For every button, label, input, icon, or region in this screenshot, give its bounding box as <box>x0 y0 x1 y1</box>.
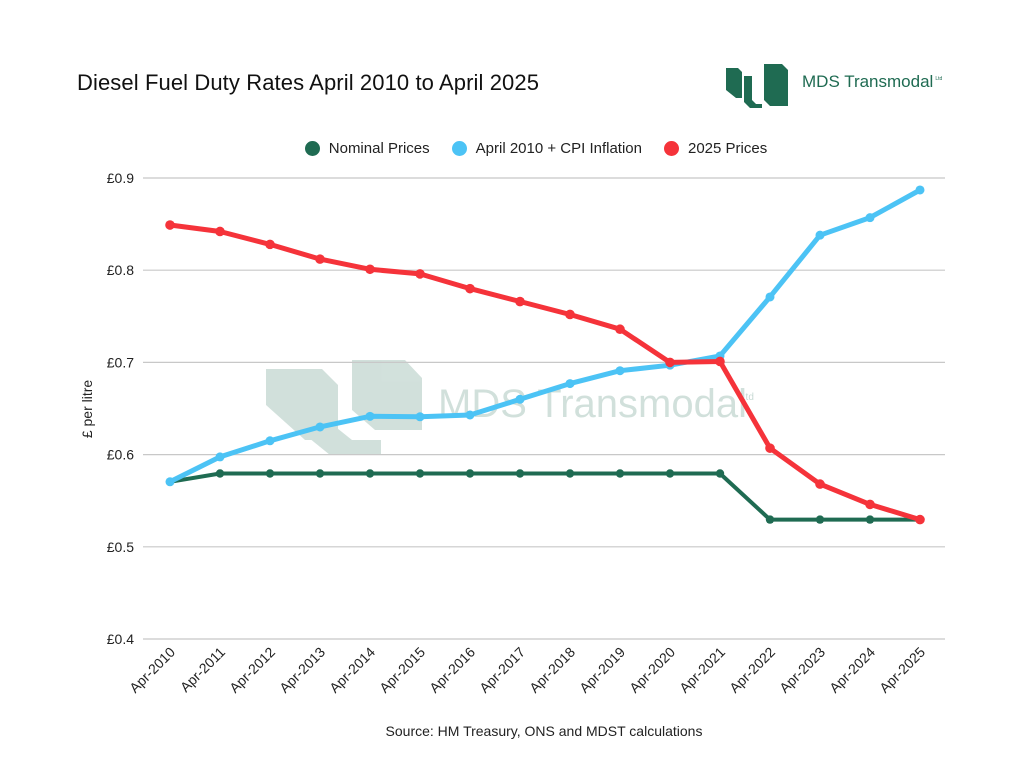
y-tick-label: £0.4 <box>107 631 134 647</box>
data-point-cpi[interactable] <box>915 185 925 195</box>
data-point-prices2025[interactable] <box>915 514 925 525</box>
data-point-nominal[interactable] <box>815 515 825 524</box>
y-tick-label: £0.5 <box>107 539 134 555</box>
data-point-cpi[interactable] <box>565 379 575 389</box>
data-point-prices2025[interactable] <box>615 324 625 335</box>
legend-label-nominal: Nominal Prices <box>328 140 430 157</box>
watermark: MDS Transmodal Ltd <box>266 360 754 455</box>
data-point-nominal[interactable] <box>365 469 375 478</box>
logo-text: MDS Transmodal Ltd <box>802 72 943 91</box>
data-point-cpi[interactable] <box>215 452 225 462</box>
data-point-nominal[interactable] <box>315 469 325 478</box>
legend-label-cpi: April 2010 + CPI Inflation <box>475 140 642 157</box>
data-point-prices2025[interactable] <box>865 499 875 510</box>
gridlines <box>143 177 945 640</box>
data-point-nominal[interactable] <box>765 515 775 524</box>
x-tick-label: Apr-2022 <box>726 644 778 696</box>
x-tick-label: Apr-2010 <box>126 644 178 696</box>
x-tick-label: Apr-2015 <box>376 644 428 696</box>
data-point-cpi[interactable] <box>765 292 775 302</box>
series-prices2025 <box>165 220 925 525</box>
data-point-nominal[interactable] <box>215 469 225 478</box>
legend-marker-2025-prices <box>664 141 679 156</box>
data-point-nominal[interactable] <box>515 469 525 478</box>
chart-title: Diesel Fuel Duty Rates April 2010 to Apr… <box>77 70 540 95</box>
data-point-nominal[interactable] <box>665 469 675 478</box>
data-point-prices2025[interactable] <box>715 356 725 367</box>
logo-icon <box>726 64 788 108</box>
series-lines <box>165 185 925 525</box>
data-point-cpi[interactable] <box>515 394 525 404</box>
x-tick-label: Apr-2014 <box>326 644 378 696</box>
legend-item-2025-prices[interactable]: 2025 Prices <box>664 140 767 157</box>
data-point-nominal[interactable] <box>465 469 475 478</box>
series-line-nominal <box>168 471 922 522</box>
series-line-cpi <box>167 187 923 485</box>
x-tick-label: Apr-2016 <box>426 644 478 696</box>
series-nominal <box>165 469 925 524</box>
legend-item-nominal[interactable]: Nominal Prices <box>304 140 430 157</box>
data-point-cpi[interactable] <box>865 213 875 223</box>
x-tick-label: Apr-2017 <box>476 644 528 696</box>
legend-marker-nominal <box>304 141 320 156</box>
x-tick-label: Apr-2024 <box>826 644 878 696</box>
x-tick-label: Apr-2021 <box>676 644 728 696</box>
y-axis-ticks: £0.4 £0.5 £0.6 £0.7 £0.8 £0.9 <box>107 170 134 647</box>
data-point-prices2025[interactable] <box>665 357 675 368</box>
x-tick-label: Apr-2025 <box>876 644 928 696</box>
data-point-nominal[interactable] <box>715 469 725 478</box>
data-point-prices2025[interactable] <box>765 443 775 453</box>
x-tick-label: Apr-2023 <box>776 644 828 696</box>
x-tick-label: Apr-2013 <box>276 644 328 696</box>
y-tick-label: £0.6 <box>107 447 134 463</box>
legend-marker-cpi <box>451 141 467 156</box>
series-cpi <box>165 185 925 487</box>
data-point-nominal[interactable] <box>565 469 575 478</box>
data-point-nominal[interactable] <box>865 515 875 524</box>
data-point-prices2025[interactable] <box>365 264 375 275</box>
x-tick-label: Apr-2019 <box>576 644 628 696</box>
x-tick-label: Apr-2020 <box>626 644 678 696</box>
data-point-cpi[interactable] <box>415 412 425 422</box>
company-logo: MDS Transmodal Ltd <box>726 62 956 108</box>
data-point-cpi[interactable] <box>615 366 625 376</box>
data-point-prices2025[interactable] <box>465 283 475 294</box>
data-point-prices2025[interactable] <box>815 479 825 489</box>
data-point-cpi[interactable] <box>815 230 825 240</box>
data-point-cpi[interactable] <box>265 436 275 446</box>
y-axis-title: £ per litre <box>79 380 95 439</box>
data-point-nominal[interactable] <box>615 469 625 478</box>
legend-label-2025-prices: 2025 Prices <box>688 140 768 157</box>
data-point-prices2025[interactable] <box>165 220 175 230</box>
watermark-text: MDS Transmodal <box>438 382 747 426</box>
data-point-prices2025[interactable] <box>315 254 325 264</box>
data-point-cpi[interactable] <box>165 477 175 487</box>
data-point-prices2025[interactable] <box>265 239 275 250</box>
chart-legend: Nominal Prices April 2010 + CPI Inflatio… <box>0 140 1024 157</box>
data-point-prices2025[interactable] <box>565 309 575 320</box>
data-point-cpi[interactable] <box>315 422 325 432</box>
x-tick-label: Apr-2012 <box>226 644 278 696</box>
watermark-suffix: Ltd <box>740 392 754 403</box>
y-tick-label: £0.9 <box>107 170 134 186</box>
data-point-nominal[interactable] <box>265 469 275 478</box>
legend-item-cpi[interactable]: April 2010 + CPI Inflation <box>451 140 642 157</box>
data-point-nominal[interactable] <box>415 469 425 478</box>
data-point-prices2025[interactable] <box>415 269 425 279</box>
data-point-cpi[interactable] <box>465 410 475 420</box>
x-axis-ticks: Apr-2010Apr-2011Apr-2012Apr-2013Apr-2014… <box>126 644 928 696</box>
data-point-prices2025[interactable] <box>515 296 525 307</box>
x-tick-label: Apr-2018 <box>526 644 578 696</box>
series-line-prices2025 <box>167 222 923 523</box>
watermark-logo-icon <box>266 360 422 455</box>
source-note: Source: HM Treasury, ONS and MDST calcul… <box>385 723 703 739</box>
data-point-prices2025[interactable] <box>215 226 225 237</box>
x-tick-label: Apr-2011 <box>177 644 228 695</box>
data-point-cpi[interactable] <box>365 411 375 421</box>
y-tick-label: £0.7 <box>107 354 134 370</box>
y-tick-label: £0.8 <box>107 262 134 278</box>
